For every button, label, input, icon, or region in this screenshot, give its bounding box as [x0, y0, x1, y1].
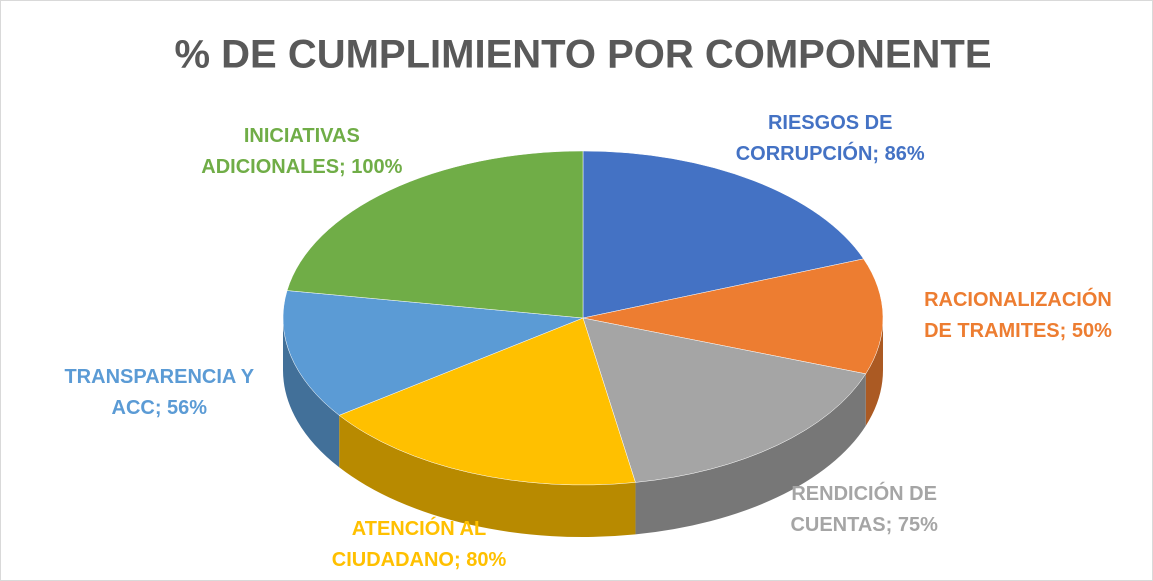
data-label: RIESGOS DE CORRUPCIÓN; 86%	[735, 112, 925, 166]
slice	[338, 317, 636, 486]
slice-side	[339, 415, 636, 537]
data-label: INICIATIVAS ADICIONALES; 100%	[201, 125, 403, 179]
slice	[582, 150, 864, 319]
slice	[582, 258, 884, 375]
slice	[286, 150, 584, 319]
slice-side	[283, 318, 340, 468]
data-label: ATENCIÓN AL CIUDADANO; 80%	[331, 518, 507, 572]
data-label: TRANSPARENCIA Y ACC; 56%	[64, 366, 255, 420]
chart-title: % DE CUMPLIMIENTO POR COMPONENTE	[174, 33, 991, 77]
data-label: RENDICIÓN DE CUENTAS; 75%	[790, 482, 938, 536]
data-label: RACIONALIZACIÓN DE TRAMITES; 50%	[924, 288, 1112, 342]
slice-side	[635, 373, 866, 535]
slice	[582, 317, 867, 483]
slice	[282, 290, 584, 416]
slice-side	[865, 318, 883, 426]
